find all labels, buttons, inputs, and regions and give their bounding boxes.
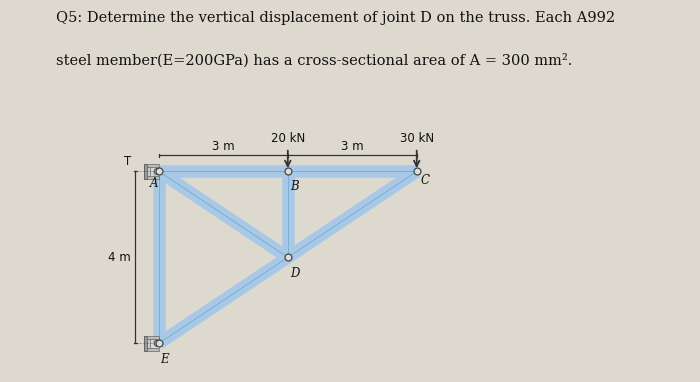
Bar (147, 167, 150, 176)
Bar (147, 164, 159, 167)
Text: T: T (124, 155, 131, 168)
Bar (147, 176, 159, 179)
Text: steel member(E=200GPa) has a cross-sectional area of A = 300 mm².: steel member(E=200GPa) has a cross-secti… (56, 53, 573, 68)
Bar (147, 336, 159, 339)
Text: E: E (160, 353, 169, 366)
Text: B: B (290, 180, 299, 193)
Circle shape (154, 168, 160, 175)
Text: A: A (149, 177, 158, 191)
Text: 20 kN: 20 kN (271, 132, 305, 145)
Text: D: D (290, 267, 300, 280)
Bar (147, 348, 159, 351)
Text: 30 kN: 30 kN (400, 132, 434, 145)
Text: C: C (421, 174, 430, 187)
Text: 3 m: 3 m (212, 140, 234, 153)
Text: 4 m: 4 m (108, 251, 131, 264)
Bar (147, 339, 150, 348)
Text: 3 m: 3 m (341, 140, 363, 153)
Bar (144, 335, 147, 351)
Circle shape (154, 340, 160, 346)
Bar (144, 163, 147, 179)
Text: Q5: Determine the vertical displacement of joint D on the truss. Each A992: Q5: Determine the vertical displacement … (56, 11, 615, 26)
